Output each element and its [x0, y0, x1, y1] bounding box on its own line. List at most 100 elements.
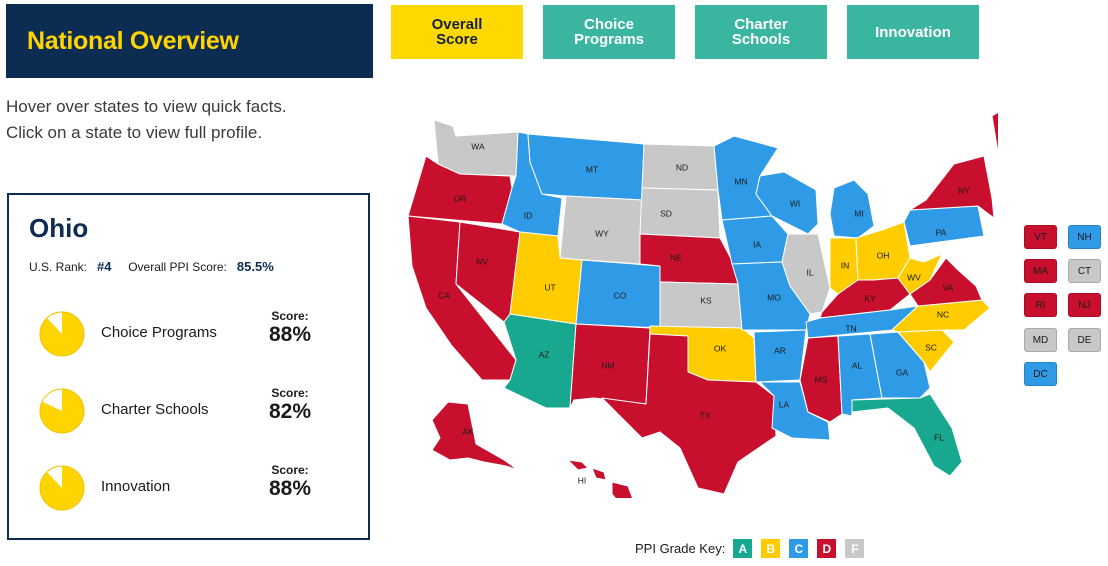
- rank-label: U.S. Rank:: [29, 260, 88, 274]
- small-state-ct[interactable]: CT: [1068, 259, 1101, 283]
- small-state-vt[interactable]: VT: [1024, 225, 1057, 249]
- state-fl[interactable]: [851, 393, 963, 477]
- score-value: 88%: [268, 477, 312, 500]
- small-state-ri[interactable]: RI: [1024, 293, 1057, 317]
- tab-choice-programs[interactable]: Choice Programs: [543, 5, 675, 59]
- metric-label: Choice Programs: [101, 324, 217, 341]
- svg-text:WI: WI: [790, 198, 800, 208]
- tab-label: Choice Programs: [573, 16, 645, 48]
- page-title-banner: National Overview: [6, 4, 373, 78]
- svg-text:MI: MI: [854, 208, 863, 218]
- grade-key-label: PPI Grade Key:: [635, 541, 726, 556]
- svg-text:LA: LA: [779, 399, 790, 409]
- svg-text:PA: PA: [936, 227, 947, 237]
- state-va[interactable]: [909, 257, 983, 307]
- svg-text:WA: WA: [471, 141, 485, 151]
- svg-text:SD: SD: [660, 208, 672, 218]
- svg-text:AK: AK: [462, 426, 474, 436]
- grade-swatch-b: B: [761, 539, 781, 558]
- state-profile-card: Ohio U.S. Rank: #4 Overall PPI Score: 85…: [7, 193, 370, 540]
- state-mi[interactable]: [829, 179, 875, 239]
- svg-text:CO: CO: [614, 290, 627, 300]
- state-ny[interactable]: [909, 155, 995, 219]
- instruction-click: Click on a state to view full profile.: [6, 123, 263, 142]
- metric-choice-programs: Choice Programs Score: 88%: [9, 307, 368, 363]
- state-me[interactable]: [991, 104, 998, 174]
- svg-text:TN: TN: [845, 323, 856, 333]
- svg-text:OK: OK: [714, 343, 727, 353]
- grade-swatch-d: D: [817, 539, 837, 558]
- small-state-dc[interactable]: DC: [1024, 362, 1057, 386]
- state-wi[interactable]: [755, 171, 819, 235]
- svg-text:AZ: AZ: [539, 349, 550, 359]
- small-state-ma[interactable]: MA: [1024, 259, 1057, 283]
- state-sd[interactable]: [639, 187, 721, 239]
- svg-text:MT: MT: [586, 164, 598, 174]
- svg-text:HI: HI: [578, 475, 587, 485]
- svg-text:WY: WY: [595, 228, 609, 238]
- tab-overall-score[interactable]: Overall Score: [391, 5, 523, 59]
- tab-innovation[interactable]: Innovation: [847, 5, 979, 59]
- svg-text:GA: GA: [896, 367, 909, 377]
- svg-text:UT: UT: [544, 282, 555, 292]
- small-state-de[interactable]: DE: [1068, 328, 1101, 352]
- svg-text:NC: NC: [937, 309, 949, 319]
- state-labels: WA OR CA NV ID MT WY UT AZ CO NM ND SD N…: [438, 141, 970, 485]
- svg-text:AL: AL: [852, 360, 863, 370]
- svg-text:NY: NY: [958, 185, 970, 195]
- state-name: Ohio: [29, 213, 89, 243]
- score-label: Score:: [271, 463, 309, 477]
- state-pa[interactable]: [903, 205, 985, 247]
- svg-text:ID: ID: [524, 210, 533, 220]
- tab-charter-schools[interactable]: Charter Schools: [695, 5, 827, 59]
- svg-text:OR: OR: [454, 193, 467, 203]
- state-hi[interactable]: [567, 459, 634, 498]
- us-map[interactable]: WA OR CA NV ID MT WY UT AZ CO NM ND SD N…: [398, 98, 998, 498]
- svg-text:MO: MO: [767, 292, 781, 302]
- state-wv[interactable]: [897, 253, 943, 295]
- ppi-value: 85.5%: [236, 259, 274, 274]
- svg-text:WV: WV: [907, 272, 921, 282]
- score-label: Score:: [271, 309, 309, 323]
- svg-text:TX: TX: [700, 410, 711, 420]
- svg-text:KS: KS: [700, 295, 712, 305]
- svg-text:OH: OH: [877, 250, 890, 260]
- ppi-label: Overall PPI Score:: [128, 260, 227, 274]
- svg-text:IA: IA: [753, 239, 761, 249]
- score-label: Score:: [271, 386, 309, 400]
- tab-label: Charter Schools: [731, 16, 791, 48]
- svg-text:NV: NV: [476, 256, 488, 266]
- svg-text:FL: FL: [934, 432, 944, 442]
- metric-label: Charter Schools: [101, 401, 209, 418]
- rank-value: #4: [97, 259, 112, 274]
- svg-text:NE: NE: [670, 252, 682, 262]
- grade-swatch-c: C: [789, 539, 809, 558]
- svg-text:ND: ND: [676, 162, 688, 172]
- small-state-nh[interactable]: NH: [1068, 225, 1101, 249]
- score-pie-icon: [39, 311, 85, 357]
- svg-text:MN: MN: [734, 176, 747, 186]
- grade-key: PPI Grade Key: A B C D F: [635, 539, 873, 558]
- score-pie-icon: [39, 388, 85, 434]
- svg-text:KY: KY: [864, 293, 876, 303]
- small-state-nj[interactable]: NJ: [1068, 293, 1101, 317]
- tab-label: Innovation: [875, 23, 951, 41]
- svg-text:SC: SC: [925, 342, 937, 352]
- state-ak[interactable]: [431, 401, 519, 471]
- state-ar[interactable]: [753, 329, 807, 383]
- svg-text:VA: VA: [943, 282, 954, 292]
- svg-text:NM: NM: [601, 360, 614, 370]
- instruction-hover: Hover over states to view quick facts.: [6, 97, 287, 116]
- tab-label: Overall Score: [431, 16, 483, 48]
- state-il[interactable]: [781, 233, 831, 315]
- state-tx[interactable]: [601, 333, 777, 495]
- metric-charter-schools: Charter Schools Score: 82%: [9, 384, 368, 440]
- grade-swatch-f: F: [845, 539, 865, 558]
- svg-text:CA: CA: [438, 290, 450, 300]
- svg-text:MS: MS: [815, 374, 828, 384]
- svg-text:AR: AR: [774, 345, 786, 355]
- score-pie-icon: [39, 465, 85, 511]
- rank-row: U.S. Rank: #4 Overall PPI Score: 85.5%: [29, 259, 274, 274]
- small-state-md[interactable]: MD: [1024, 328, 1057, 352]
- metric-innovation: Innovation Score: 88%: [9, 461, 368, 517]
